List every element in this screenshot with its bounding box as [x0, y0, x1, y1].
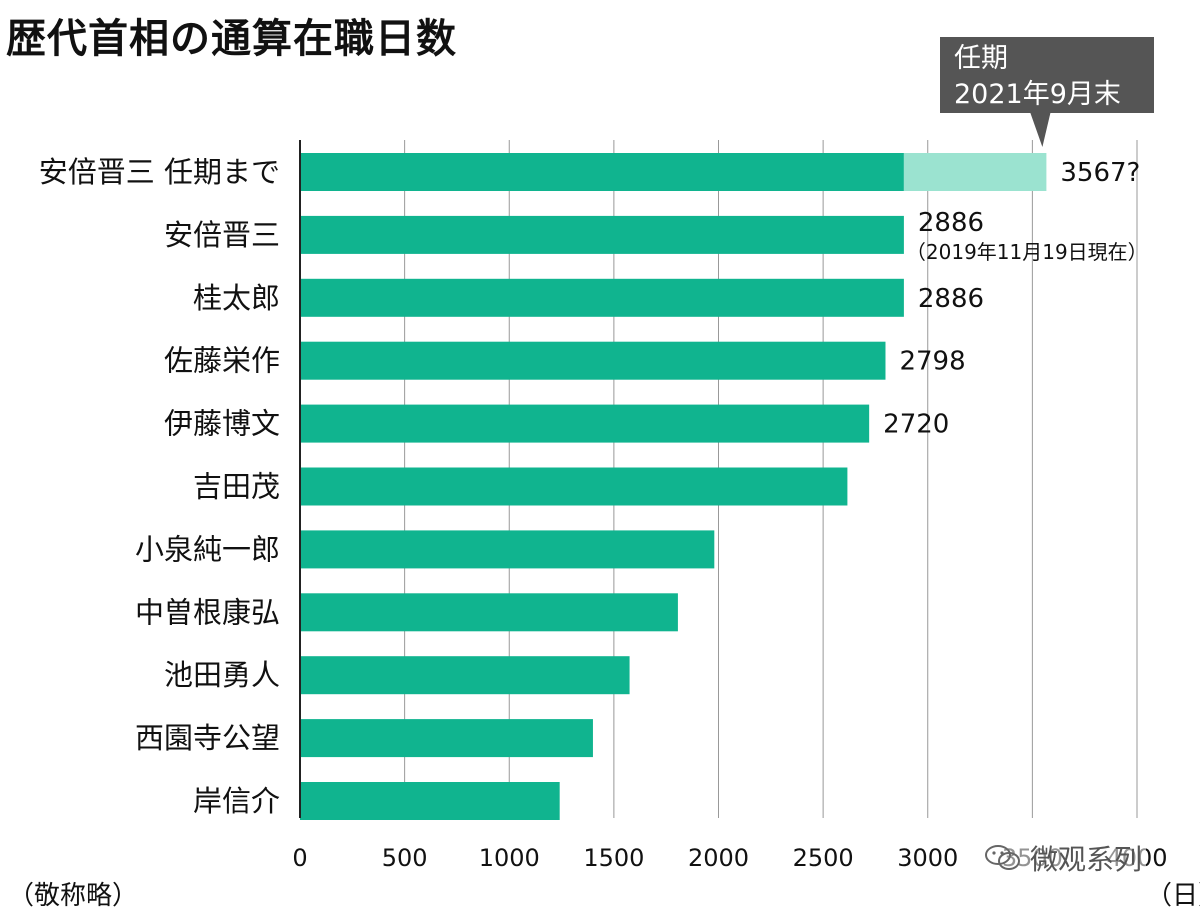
data-label: 2720	[883, 410, 949, 440]
x-tick-label: 2500	[793, 844, 854, 872]
honorific-note: （敬称略）	[8, 881, 139, 911]
x-tick-label: 2000	[688, 844, 749, 872]
data-label: 3567?	[1060, 158, 1140, 188]
chart-title: 歴代首相の通算在職日数	[6, 16, 457, 62]
bar	[300, 530, 715, 569]
bar	[300, 215, 904, 254]
bar	[300, 593, 678, 632]
data-label-note: （2019年11月19日現在）	[906, 240, 1148, 264]
category-label: 中曽根康弘	[135, 595, 280, 629]
x-tick-label: 500	[382, 844, 428, 872]
callout-line2: 2021年9月末	[954, 79, 1121, 110]
wechat-icon	[984, 843, 1022, 873]
watermark-text: 微观系列	[1030, 843, 1143, 876]
data-label: 2886	[918, 284, 984, 314]
data-label: 2798	[899, 347, 965, 377]
category-label: 西園寺公望	[135, 721, 280, 755]
category-label: 安倍晋三	[164, 218, 280, 252]
bar	[300, 719, 593, 758]
data-label: 2886	[918, 208, 984, 238]
x-tick-label: 1500	[583, 844, 644, 872]
callout-line1: 任期	[954, 43, 1008, 74]
bar	[300, 656, 630, 695]
category-label: 桂太郎	[193, 281, 280, 315]
bar	[300, 782, 560, 820]
category-label: 安倍晋三 任期まで	[39, 155, 280, 189]
bar	[300, 278, 904, 317]
axis-unit-label: （日）	[1146, 881, 1200, 911]
bar	[300, 341, 886, 380]
category-label: 伊藤博文	[164, 407, 280, 441]
x-tick-label: 3000	[897, 844, 958, 872]
category-label: 吉田茂	[193, 470, 280, 504]
bar-extension	[903, 153, 1047, 191]
bars: 安倍晋三 任期まで 3567?安倍晋三 2886（2019年11月19日現在）桂太郎…	[39, 153, 1148, 820]
bar-current	[300, 153, 904, 191]
category-label: 佐藤栄作	[164, 344, 280, 378]
callout-box	[940, 37, 1154, 113]
category-label: 岸信介	[193, 784, 280, 818]
category-label: 池田勇人	[164, 658, 280, 692]
x-tick-labels: 05001000150020002500300035004000	[292, 844, 1167, 872]
watermark: 微观系列	[980, 838, 1147, 878]
category-label: 小泉純一郎	[135, 532, 280, 566]
bar	[300, 467, 848, 506]
bar	[300, 404, 870, 443]
callout-pointer	[1030, 113, 1051, 147]
x-tick-label: 0	[292, 844, 307, 872]
term-end-callout: 任期 2021年9月末	[940, 37, 1154, 147]
x-tick-label: 1000	[479, 844, 540, 872]
